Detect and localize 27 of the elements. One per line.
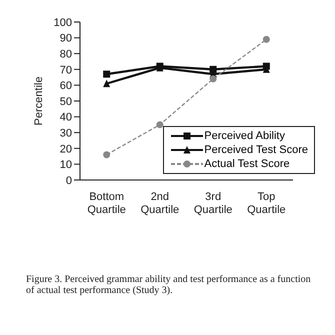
y-tick-label: 10 (60, 159, 72, 172)
point (262, 36, 270, 43)
y-tick-label: 100 (54, 16, 72, 29)
point (103, 70, 110, 78)
point (210, 66, 217, 73)
point (210, 75, 217, 82)
x-tick-label: 2nd Quartile (140, 191, 180, 216)
x-tick-label: Bottom Quartile (87, 191, 126, 216)
legend-label: Perceived Ability (204, 130, 285, 142)
legend-label: Perceived Test Score (204, 144, 308, 156)
y-tick-label: 0 (66, 174, 72, 187)
y-tick-label: 20 (60, 143, 72, 156)
y-tick-label: 80 (60, 48, 72, 61)
y-tick-label: 90 (60, 32, 72, 45)
x-tick-label: Top Quartile (247, 191, 286, 216)
y-tick-label: 50 (60, 96, 72, 108)
y-tick-label: 70 (60, 64, 72, 76)
point (103, 80, 110, 88)
legend-label: Actual Test Score (204, 158, 290, 170)
y-axis-title: Percentile (32, 76, 45, 126)
point (103, 151, 110, 158)
caption: Figure 3. Perceived grammar ability and test performance as a function of actual test performance (Study 3). (26, 274, 312, 296)
y-tick-label: 30 (60, 128, 72, 140)
y-tick-label: 60 (60, 80, 72, 92)
x-tick-label: 3rd Quartile (194, 191, 232, 216)
point (156, 121, 164, 128)
y-tick-label: 40 (60, 112, 72, 124)
